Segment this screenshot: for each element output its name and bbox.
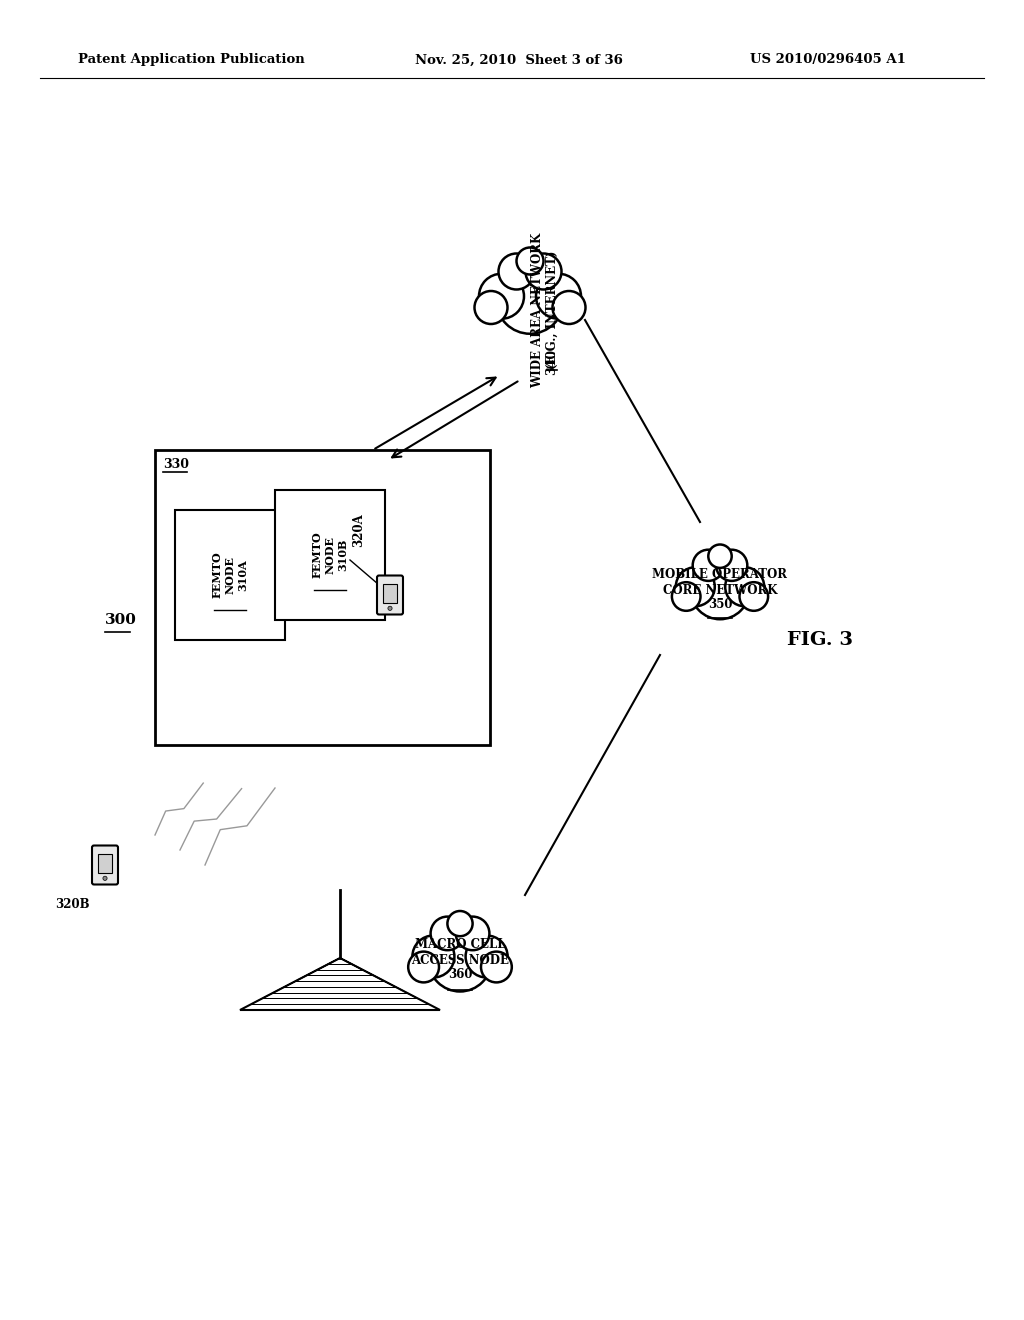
Circle shape xyxy=(525,253,561,289)
Circle shape xyxy=(553,290,586,323)
Text: Nov. 25, 2010  Sheet 3 of 36: Nov. 25, 2010 Sheet 3 of 36 xyxy=(415,54,623,66)
Text: Patent Application Publication: Patent Application Publication xyxy=(78,54,305,66)
Text: 320B: 320B xyxy=(55,899,90,912)
Text: US 2010/0296405 A1: US 2010/0296405 A1 xyxy=(750,54,906,66)
Text: FIG. 3: FIG. 3 xyxy=(787,631,853,649)
Circle shape xyxy=(691,561,750,619)
Bar xyxy=(383,583,397,603)
Circle shape xyxy=(739,582,768,611)
Text: 330: 330 xyxy=(163,458,189,471)
Text: FEMTO
NODE
310B: FEMTO NODE 310B xyxy=(311,532,348,578)
Text: FEMTO
NODE
310A: FEMTO NODE 310A xyxy=(212,552,248,598)
Text: 340: 340 xyxy=(546,348,558,375)
Circle shape xyxy=(481,952,512,982)
Circle shape xyxy=(716,549,748,581)
Circle shape xyxy=(474,290,508,323)
FancyBboxPatch shape xyxy=(92,846,118,884)
Bar xyxy=(155,450,490,744)
Circle shape xyxy=(428,928,492,991)
Circle shape xyxy=(479,273,524,318)
Circle shape xyxy=(431,916,464,950)
Circle shape xyxy=(692,549,724,581)
FancyBboxPatch shape xyxy=(377,576,403,615)
Bar xyxy=(175,510,285,640)
Circle shape xyxy=(102,876,108,880)
Text: MOBILE OPERATOR
CORE NETWORK
350: MOBILE OPERATOR CORE NETWORK 350 xyxy=(652,569,787,611)
Circle shape xyxy=(676,568,715,606)
Circle shape xyxy=(499,253,535,289)
Circle shape xyxy=(456,916,489,950)
Circle shape xyxy=(388,606,392,610)
Bar xyxy=(275,490,385,620)
Text: WIDE AREA NETWORK
(E.G., INTERNET): WIDE AREA NETWORK (E.G., INTERNET) xyxy=(531,232,559,388)
Circle shape xyxy=(516,248,544,275)
Circle shape xyxy=(725,568,764,606)
Circle shape xyxy=(672,582,700,611)
Bar xyxy=(98,854,113,873)
Text: MACRO CELL
ACCESS NODE
360: MACRO CELL ACCESS NODE 360 xyxy=(411,939,509,982)
Circle shape xyxy=(447,911,473,936)
Circle shape xyxy=(409,952,439,982)
Circle shape xyxy=(709,544,732,568)
Circle shape xyxy=(536,273,581,318)
Circle shape xyxy=(413,936,455,978)
Circle shape xyxy=(497,267,564,334)
Circle shape xyxy=(466,936,508,978)
Text: 320A: 320A xyxy=(352,513,365,546)
Text: 300: 300 xyxy=(105,612,137,627)
